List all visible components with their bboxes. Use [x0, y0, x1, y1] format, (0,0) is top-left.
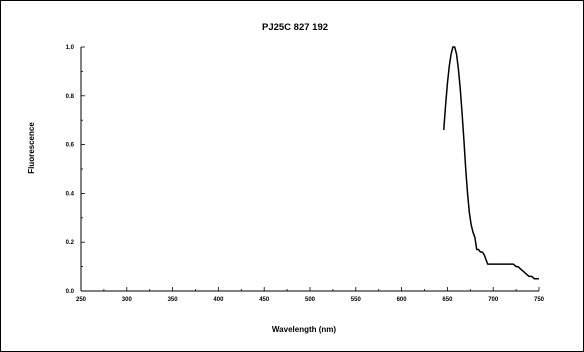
y-tick-label: 0.6 [66, 143, 75, 149]
x-tick-label: 350 [168, 297, 179, 303]
x-tick-label: 500 [305, 297, 316, 303]
x-tick-label: 750 [534, 297, 545, 303]
y-tick-label: 0.4 [66, 191, 75, 197]
y-tick-label: 0.2 [66, 240, 75, 246]
y-tick-label: 1.0 [66, 45, 75, 51]
x-tick-label: 300 [122, 297, 133, 303]
x-tick-label: 250 [76, 297, 87, 303]
x-axis-label: Wavelength (nm) [272, 325, 336, 334]
y-tick-label: 0.8 [66, 94, 75, 100]
series-line [442, 46, 539, 280]
chart-title: PJ25C 827 192 [262, 22, 328, 33]
series-layer [442, 46, 539, 280]
x-tick-label: 450 [259, 297, 270, 303]
x-tick-label: 550 [351, 297, 362, 303]
x-tick-label: 600 [397, 297, 408, 303]
x-tick-label: 650 [442, 297, 453, 303]
y-axis-label: Fluorescence [27, 122, 36, 174]
x-axis-ticks: 250 300 350 400 450 500 550 600 650 700 750 [76, 287, 545, 303]
x-tick-label: 400 [213, 297, 224, 303]
y-tick-label: 0.0 [66, 289, 75, 295]
x-tick-label: 700 [488, 297, 499, 303]
y-axis-ticks: 0.0 0.2 0.4 0.6 0.8 1.0 [66, 45, 85, 295]
